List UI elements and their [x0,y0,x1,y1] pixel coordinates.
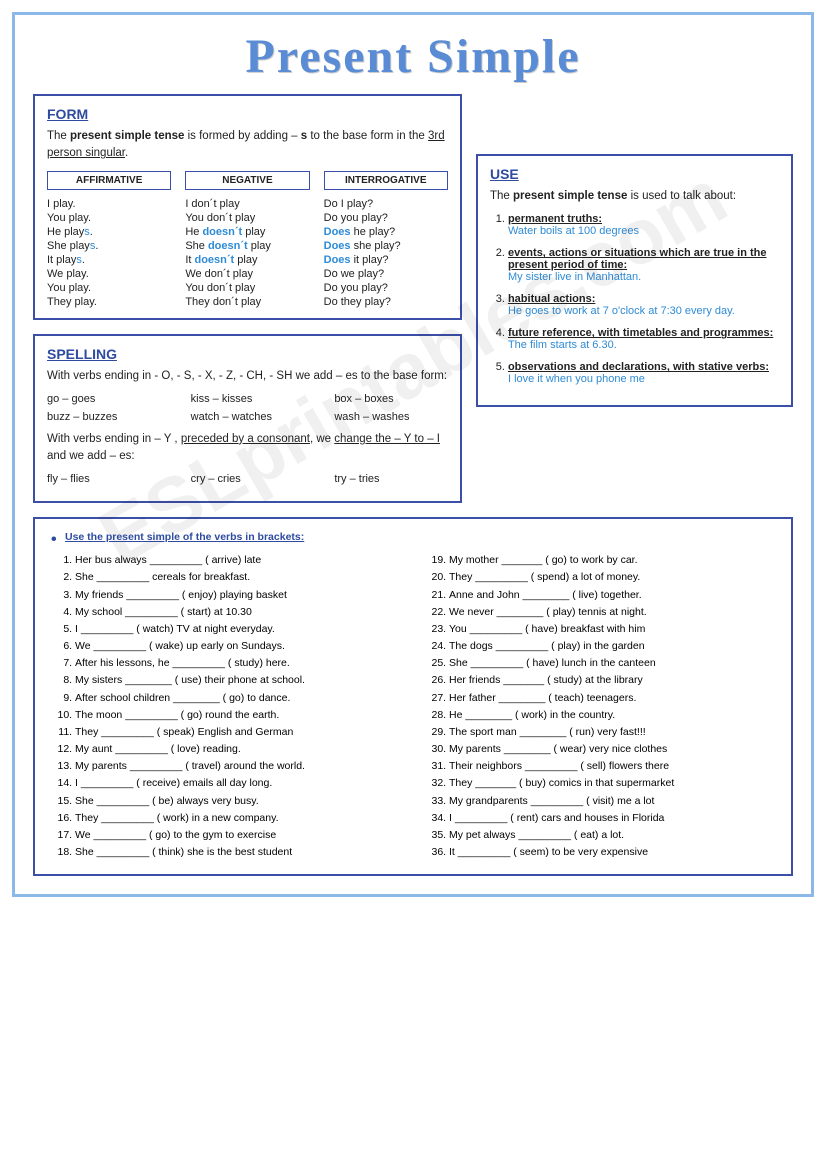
conj-line: They don´t play [185,296,309,308]
top-row: FORM The present simple tense is formed … [33,94,793,503]
exercise-item: We _________ ( go) to the gym to exercis… [75,828,401,842]
exercise-item: My pet always _________ ( eat) a lot. [449,828,775,842]
exercise-item: We never ________ ( play) tennis at nigh… [449,605,775,619]
left-column: FORM The present simple tense is formed … [33,94,462,503]
exercise-item: My parents _________ ( travel) around th… [75,759,401,773]
exercise-item: My friends _________ ( enjoy) playing ba… [75,588,401,602]
spell-row2: buzz – buzzes watch – watches wash – was… [47,411,448,423]
exercise-item: The sport man ________ ( run) very fast!… [449,725,775,739]
exercise-item: They _________ ( work) in a new company. [75,811,401,825]
use-list: permanent truths:Water boils at 100 degr… [490,213,779,385]
conj-line: Do I play? [324,198,448,210]
spelling-heading: SPELLING [47,346,448,362]
exercise-item: I _________ ( watch) TV at night everyda… [75,622,401,636]
use-item: permanent truths:Water boils at 100 degr… [508,213,779,237]
exercise-col-left: Her bus always _________ ( arrive) late S… [51,553,401,862]
conj-line: He plays. [47,226,171,238]
spell-row1: go – goes kiss – kisses box – boxes [47,393,448,405]
use-item: future reference, with timetables and pr… [508,327,779,351]
right-column: USE The present simple tense is used to … [476,94,793,503]
main-title: Present Simple [33,29,793,84]
exercise-item: Their neighbors _________ ( sell) flower… [449,759,775,773]
exercise-item: We _________ ( wake) up early on Sundays… [75,639,401,653]
use-item: observations and declarations, with stat… [508,361,779,385]
hdr-affirmative: AFFIRMATIVE [47,171,171,190]
conj-line: Does she play? [324,240,448,252]
exercise-box: Use the present simple of the verbs in b… [33,517,793,876]
conj-line: You play. [47,282,171,294]
conj-line: You play. [47,212,171,224]
exercise-item: After school children ________ ( go) to … [75,691,401,705]
use-heading: USE [490,166,779,182]
conj-line: She doesn´t play [185,240,309,252]
exercise-item: She _________ ( think) she is the best s… [75,845,401,859]
use-intro: The present simple tense is used to talk… [490,188,779,205]
affirmative-col: I play. You play. He plays. She plays. It pl… [47,198,171,308]
conj-line: She plays. [47,240,171,252]
exercise-item: It _________ ( seem) to be very expensiv… [449,845,775,859]
exercise-item: Her father ________ ( teach) teenagers. [449,691,775,705]
conj-line: We don´t play [185,268,309,280]
exercise-item: I _________ ( rent) cars and houses in F… [449,811,775,825]
conj-line: We play. [47,268,171,280]
conj-line: He doesn´t play [185,226,309,238]
exercise-item: The moon _________ ( go) round the earth… [75,708,401,722]
spelling-box: SPELLING With verbs ending in - O, - S, … [33,334,462,504]
exercise-item: My parents ________ ( wear) very nice cl… [449,742,775,756]
conj-line: It doesn´t play [185,254,309,266]
exercise-item: My aunt _________ ( love) reading. [75,742,401,756]
form-box: FORM The present simple tense is formed … [33,94,462,320]
use-item: habitual actions:He goes to work at 7 o'… [508,293,779,317]
exercise-item: After his lessons, he _________ ( study)… [75,656,401,670]
conj-line: Does it play? [324,254,448,266]
hdr-interrogative: INTERROGATIVE [324,171,448,190]
use-box: USE The present simple tense is used to … [476,154,793,407]
conj-line: I don´t play [185,198,309,210]
form-heading: FORM [47,106,448,122]
conj-line: You don´t play [185,282,309,294]
interrogative-col: Do I play? Do you play? Does he play? Does … [324,198,448,308]
conj-line: Do you play? [324,212,448,224]
exercise-item: She _________ ( have) lunch in the cante… [449,656,775,670]
exercise-item: She _________ cereals for breakfast. [75,570,401,584]
conj-line: Do we play? [324,268,448,280]
conj-line: It plays. [47,254,171,266]
spelling-rule1: With verbs ending in - O, - S, - X, - Z,… [47,368,448,385]
exercise-item: They _________ ( spend) a lot of money. [449,570,775,584]
exercise-item: My mother _______ ( go) to work by car. [449,553,775,567]
exercise-item: You _________ ( have) breakfast with him [449,622,775,636]
conj-line: Does he play? [324,226,448,238]
exercise-title: Use the present simple of the verbs in b… [65,531,775,543]
exercise-item: I _________ ( receive) emails all day lo… [75,776,401,790]
use-item: events, actions or situations which are … [508,247,779,283]
conj-line: Do you play? [324,282,448,294]
spell-row3: fly – flies cry – cries try – tries [47,473,448,485]
conj-line: I play. [47,198,171,210]
negative-col: I don´t play You don´t play He doesn´t pla… [185,198,309,308]
exercise-item: The dogs _________ ( play) in the garden [449,639,775,653]
conj-line: You don´t play [185,212,309,224]
exercise-item: Her bus always _________ ( arrive) late [75,553,401,567]
exercise-item: My sisters ________ ( use) their phone a… [75,673,401,687]
conjugation-columns: I play. You play. He plays. She plays. It pl… [47,198,448,308]
exercise-item: They _________ ( speak) English and Germ… [75,725,401,739]
exercise-item: My grandparents _________ ( visit) me a … [449,794,775,808]
exercise-item: They _______ ( buy) comics in that super… [449,776,775,790]
hdr-negative: NEGATIVE [185,171,309,190]
form-headers: AFFIRMATIVE NEGATIVE INTERROGATIVE [47,171,448,190]
spelling-rule2: With verbs ending in – Y , preceded by a… [47,431,448,466]
exercise-col-right: My mother _______ ( go) to work by car. T… [425,553,775,862]
worksheet-page: ESLprintables.com Present Simple FORM Th… [12,12,814,897]
exercise-item: He ________ ( work) in the country. [449,708,775,722]
exercise-item: My school _________ ( start) at 10.30 [75,605,401,619]
exercise-item: She _________ ( be) always very busy. [75,794,401,808]
exercise-item: Her friends _______ ( study) at the libr… [449,673,775,687]
form-intro: The present simple tense is formed by ad… [47,128,448,163]
exercise-columns: Her bus always _________ ( arrive) late S… [51,553,775,862]
conj-line: Do they play? [324,296,448,308]
exercise-item: Anne and John ________ ( live) together. [449,588,775,602]
conj-line: They play. [47,296,171,308]
